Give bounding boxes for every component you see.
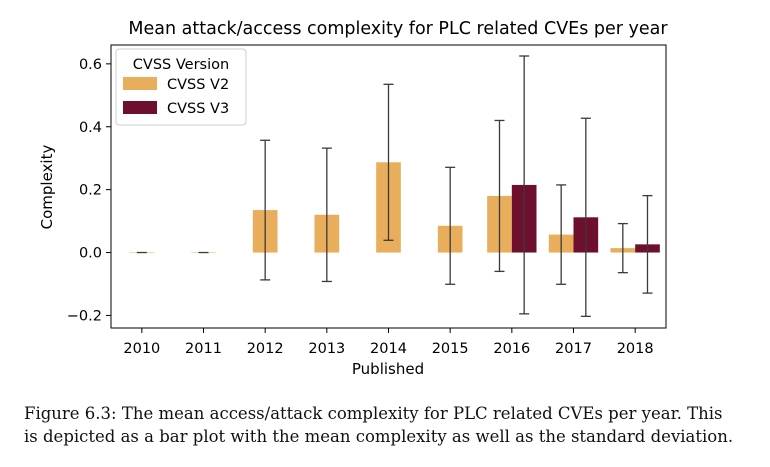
- y-tick-label: 0.2: [79, 183, 102, 199]
- x-axis-label: Published: [352, 360, 424, 378]
- y-tick-label: 0.0: [79, 246, 102, 262]
- x-tick-label: 2017: [555, 341, 592, 357]
- errorbars-layer: [136, 55, 653, 318]
- x-tick-label: 2012: [247, 341, 284, 357]
- x-tick-label: 2011: [185, 341, 222, 357]
- y-tick-label: 0.6: [79, 57, 102, 73]
- legend-label-cvss-v3: CVSS V3: [167, 101, 229, 117]
- caption-line-1: Figure 6.3: The mean access/attack compl…: [24, 404, 723, 423]
- legend-title: CVSS Version: [133, 57, 229, 73]
- caption-line-2: is depicted as a bar plot with the mean …: [24, 427, 734, 446]
- legend: CVSS Version CVSS V2 CVSS V3: [115, 48, 247, 126]
- y-axis-label: Complexity: [38, 145, 56, 230]
- bars-layer: [129, 162, 660, 254]
- legend-swatch-cvss-v2: [123, 77, 157, 90]
- x-tick-label: 2015: [432, 341, 469, 357]
- y-axis: −0.2 0.0 0.2 0.4 0.6: [67, 57, 111, 324]
- legend-swatch-cvss-v3: [123, 101, 157, 114]
- x-tick-label: 2018: [617, 341, 654, 357]
- x-tick-label: 2013: [308, 341, 345, 357]
- x-axis: 2010 2011 2012 2013 2014 2015 2016 2017 2018: [123, 328, 654, 357]
- legend-label-cvss-v2: CVSS V2: [167, 77, 229, 93]
- x-tick-label: 2016: [493, 341, 530, 357]
- x-tick-label: 2014: [370, 341, 407, 357]
- x-tick-label: 2010: [123, 341, 160, 357]
- figure-caption: Figure 6.3: The mean access/attack compl…: [24, 402, 754, 448]
- y-tick-label: 0.4: [79, 120, 102, 136]
- bar-chart: Mean attack/access complexity for PLC re…: [38, 19, 668, 378]
- y-tick-label: −0.2: [67, 308, 102, 324]
- chart-title: Mean attack/access complexity for PLC re…: [128, 19, 668, 39]
